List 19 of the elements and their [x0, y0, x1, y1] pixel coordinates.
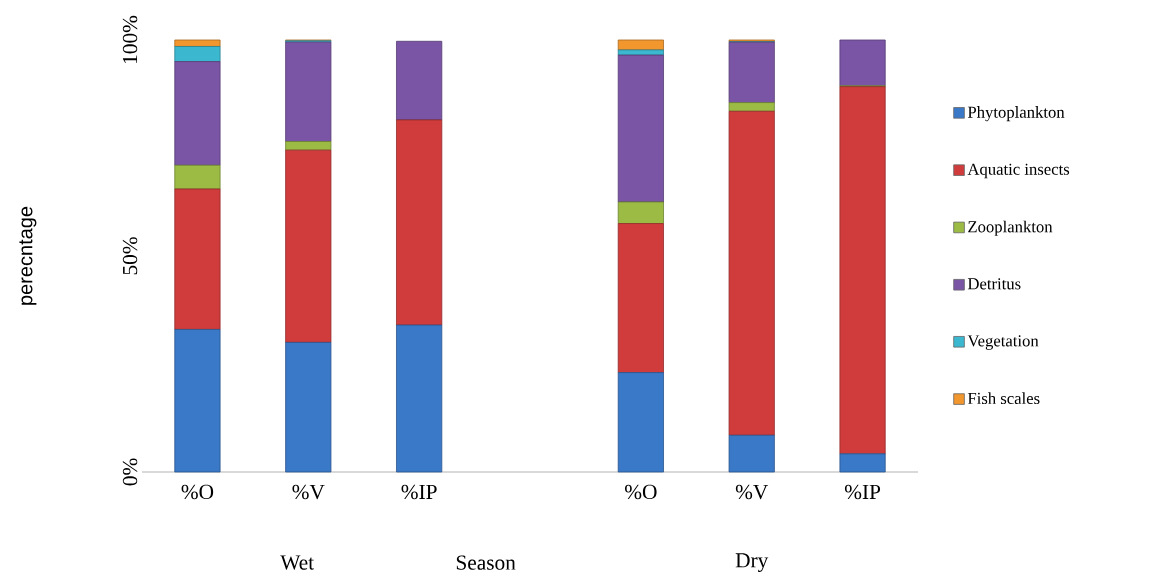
y-tick-label: 50% — [122, 237, 138, 275]
legend-label: Zooplankton — [968, 220, 1053, 236]
x-tick-label: %O — [181, 484, 214, 500]
x-tick-label: %V — [292, 484, 325, 500]
legend-label: Fish scales — [967, 392, 1040, 405]
y-axis-title: perecntage — [19, 206, 37, 305]
legend-label: Detritus — [967, 278, 1021, 290]
x-tick-label: %V — [735, 484, 769, 500]
y-tick-label: 0% — [122, 458, 138, 486]
legend-label: Phytoplankton — [967, 106, 1065, 122]
text: Dry — [735, 553, 769, 572]
x-tick-label: %IP — [401, 484, 437, 500]
legend-label: Vegetation — [967, 335, 1039, 350]
text: Season — [456, 555, 516, 570]
y-tick-label: 100% — [122, 15, 138, 63]
x-tick-label: %IP — [844, 484, 881, 500]
text: Wet — [280, 555, 314, 570]
legend-label: Aquatic insects — [967, 163, 1070, 179]
x-tick-label: %O — [625, 484, 657, 500]
